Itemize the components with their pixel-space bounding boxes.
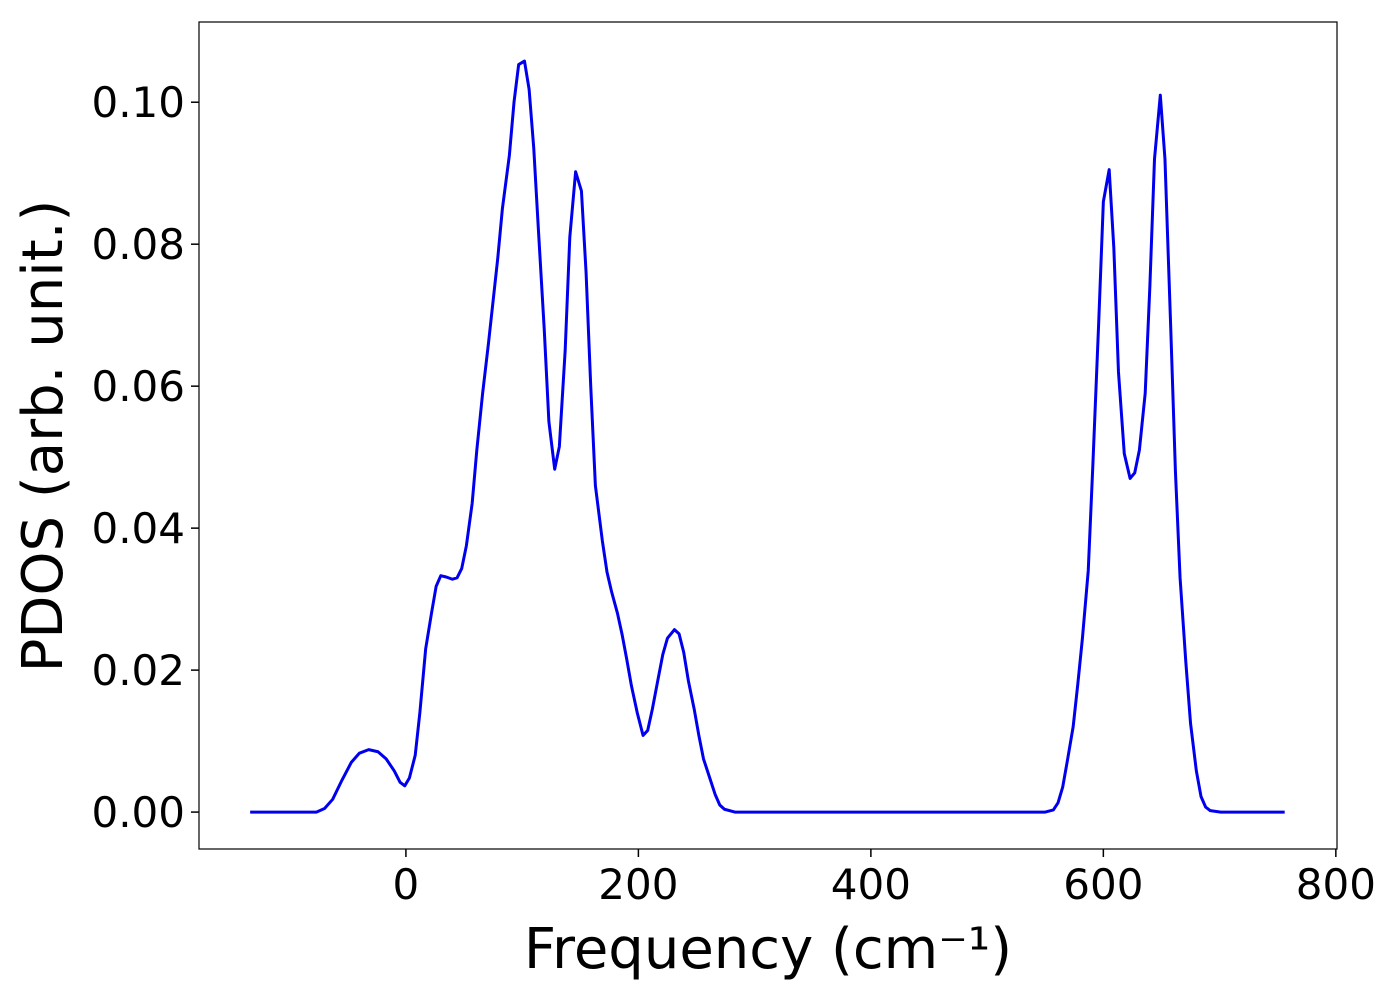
y-tick-label: 0.04 [91,504,185,553]
x-tick-label: 600 [1063,860,1143,909]
y-tick-label: 0.02 [91,646,185,695]
y-tick-label: 0.00 [91,788,185,837]
x-tick-label: 200 [598,860,678,909]
x-tick-label: 0 [393,860,420,909]
y-tick-label: 0.06 [91,362,185,411]
plot-frame [198,21,1338,850]
y-axis-label: PDOS (arb. unit.) [11,200,76,673]
y-tick-label: 0.08 [91,220,185,269]
x-tick-label: 400 [831,860,911,909]
y-tick-label: 0.10 [91,78,185,127]
x-tick-label: 800 [1296,860,1376,909]
line-series [250,59,1285,814]
x-axis-label: Frequency (cm⁻¹) [524,917,1012,982]
